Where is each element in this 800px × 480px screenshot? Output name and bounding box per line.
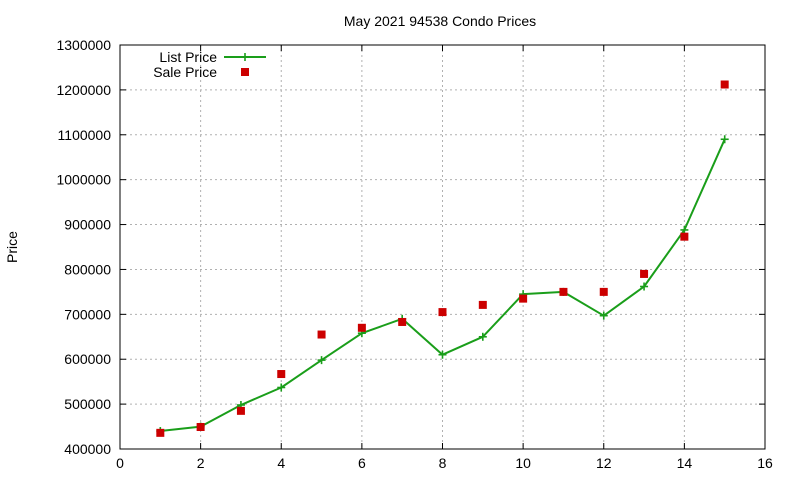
axes: 0 2 4 6 8 10 12 14 16 400000 500000 600000 700000 800… xyxy=(56,37,773,471)
series-sale-price xyxy=(156,80,729,437)
grid-lines xyxy=(120,45,765,449)
x-tick-label: 6 xyxy=(358,455,366,471)
y-tick-label: 500000 xyxy=(64,396,111,412)
series-layer xyxy=(156,80,729,437)
sale-price-point xyxy=(478,300,487,309)
y-tick-label: 1100000 xyxy=(58,127,112,143)
sale-price-point xyxy=(680,232,689,241)
x-tick-label: 10 xyxy=(515,455,531,471)
sale-price-point xyxy=(357,323,366,332)
list-price-point xyxy=(720,135,729,144)
x-tick-label: 8 xyxy=(439,455,447,471)
y-axis-label: Price xyxy=(4,231,20,263)
y-tick-label: 800000 xyxy=(64,261,111,277)
y-tick-label: 600000 xyxy=(64,351,111,367)
list-price-point xyxy=(438,350,447,359)
x-tick-label: 14 xyxy=(677,455,693,471)
plot-frame xyxy=(119,44,766,450)
legend-plus-marker xyxy=(241,53,249,61)
sale-price-point xyxy=(519,294,528,303)
sale-price-point xyxy=(720,80,729,89)
list-price-point xyxy=(277,383,286,392)
y-tick-label: 700000 xyxy=(64,306,111,322)
x-tick-label: 2 xyxy=(197,455,205,471)
x-tick-label: 16 xyxy=(757,455,773,471)
sale-price-point xyxy=(438,308,447,317)
sale-price-point xyxy=(599,287,608,296)
sale-price-point xyxy=(277,370,286,379)
x-tick-label: 4 xyxy=(277,455,285,471)
x-tick-label: 0 xyxy=(116,455,124,471)
sale-price-point xyxy=(156,428,165,437)
list-price-point xyxy=(599,311,608,320)
list-price-point xyxy=(680,225,689,234)
x-tick-label: 12 xyxy=(596,455,612,471)
sale-price-point xyxy=(196,423,205,432)
legend-square-marker xyxy=(241,68,249,76)
y-tick-label: 400000 xyxy=(64,441,111,457)
list-price-point xyxy=(640,282,649,291)
y-tick-label: 1300000 xyxy=(56,37,111,53)
sale-price-point xyxy=(236,406,245,415)
chart-title: May 2021 94538 Condo Prices xyxy=(344,13,536,29)
sale-price-point xyxy=(317,330,326,339)
y-tick-label: 1200000 xyxy=(56,82,111,98)
y-tick-label: 1000000 xyxy=(56,172,111,188)
legend-label: List Price xyxy=(159,49,217,65)
sale-price-point xyxy=(640,269,649,278)
list-price-point xyxy=(317,356,326,365)
sale-price-point xyxy=(398,317,407,326)
legend-label: Sale Price xyxy=(153,64,217,80)
list-price-point xyxy=(478,332,487,341)
y-tick-label: 900000 xyxy=(64,217,111,233)
sale-price-point xyxy=(559,287,568,296)
